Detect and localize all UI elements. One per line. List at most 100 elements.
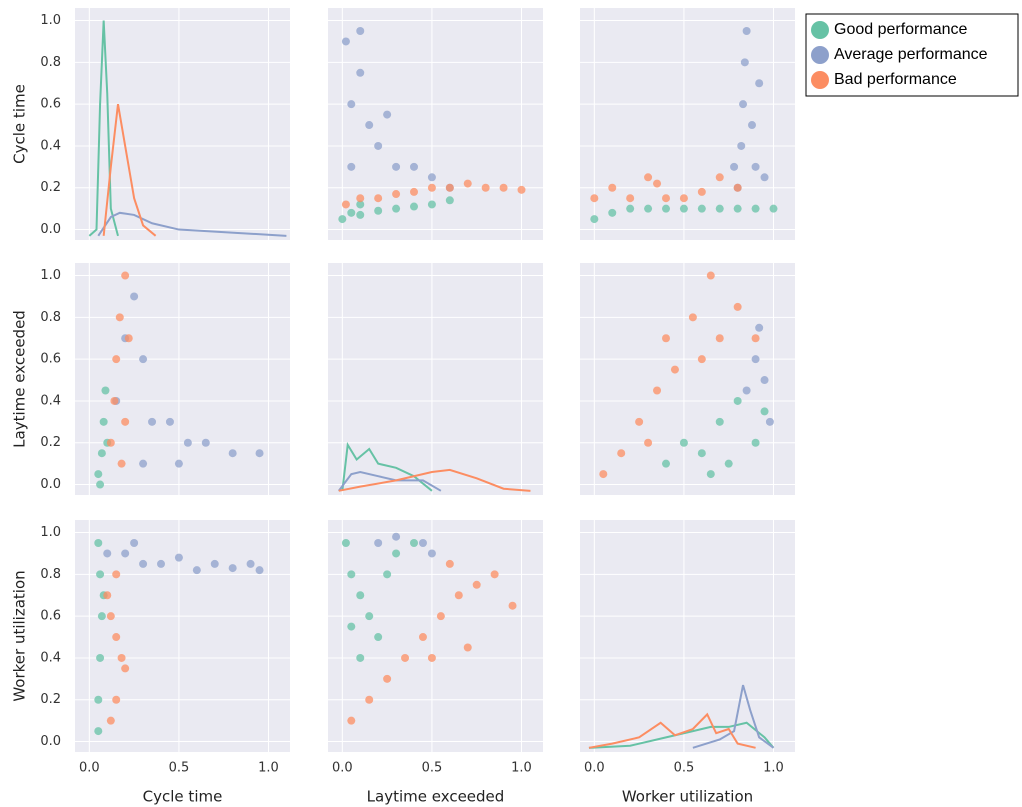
scatter-point xyxy=(401,653,410,662)
scatter-point xyxy=(103,591,112,600)
scatter-point xyxy=(742,26,751,35)
panel-background xyxy=(580,520,795,752)
scatter-point xyxy=(374,538,383,547)
scatter-point xyxy=(427,183,436,192)
scatter-point xyxy=(347,100,356,109)
scatter-point xyxy=(670,365,679,374)
scatter-point xyxy=(365,695,374,704)
scatter-point xyxy=(112,355,121,364)
scatter-point xyxy=(463,643,472,652)
scatter-point xyxy=(724,459,733,468)
x-tick-label: 0.5 xyxy=(422,761,443,776)
scatter-point xyxy=(644,173,653,182)
scatter-point xyxy=(121,549,130,558)
scatter-point xyxy=(121,664,130,673)
scatter-point xyxy=(106,716,115,725)
scatter-point xyxy=(347,162,356,171)
scatter-point xyxy=(760,407,769,416)
scatter-point xyxy=(508,601,517,610)
x-axis-label: Cycle time xyxy=(143,788,223,806)
scatter-point xyxy=(110,396,119,405)
scatter-point xyxy=(755,323,764,332)
scatter-point xyxy=(608,208,617,217)
scatter-point xyxy=(445,183,454,192)
y-tick-label: 0.2 xyxy=(40,435,61,450)
scatter-point xyxy=(653,386,662,395)
scatter-point xyxy=(356,68,365,77)
scatter-point xyxy=(679,194,688,203)
kde-curve xyxy=(88,20,119,237)
scatter-point xyxy=(697,204,706,213)
scatter-point xyxy=(383,570,392,579)
scatter-point xyxy=(410,162,418,171)
kde-curve xyxy=(692,684,775,749)
scatter-point xyxy=(130,292,139,301)
y-tick-label: 1.0 xyxy=(40,13,61,28)
scatter-point xyxy=(117,459,126,468)
legend-marker xyxy=(811,46,829,64)
scatter-point xyxy=(192,566,201,575)
scatter-point xyxy=(769,204,778,213)
scatter-point xyxy=(201,438,210,447)
panel-background xyxy=(580,263,795,495)
scatter-point xyxy=(662,334,670,343)
legend-label: Average performance xyxy=(834,46,988,63)
x-tick-label: 1.0 xyxy=(511,761,532,776)
scatter-point xyxy=(644,438,653,447)
legend-marker xyxy=(811,71,829,89)
scatter-point xyxy=(347,622,356,631)
y-tick-label: 0.6 xyxy=(40,609,61,624)
scatter-point xyxy=(688,313,697,322)
scatter-point xyxy=(392,162,401,171)
scatter-point xyxy=(454,591,463,600)
legend: Good performance Average performance Bad p… xyxy=(805,13,1019,97)
scatter-point xyxy=(653,179,662,188)
scatter-point xyxy=(148,417,157,426)
x-tick-label: 1.0 xyxy=(258,761,279,776)
scatter-point xyxy=(255,566,264,575)
scatter-point xyxy=(392,532,401,541)
scatter-point xyxy=(679,438,688,447)
scatter-point xyxy=(733,302,742,311)
scatter-point xyxy=(96,653,105,662)
scatter-point xyxy=(365,612,374,621)
scatter-point xyxy=(590,194,599,203)
scatter-point xyxy=(679,204,688,213)
y-tick-label: 1.0 xyxy=(40,525,61,540)
y-tick-label: 0.4 xyxy=(40,138,61,153)
scatter-point xyxy=(228,449,237,458)
scatter-point xyxy=(97,612,106,621)
scatter-point xyxy=(374,206,383,215)
legend-label: Good performance xyxy=(834,21,968,38)
scatter-point xyxy=(97,449,106,458)
panel-background xyxy=(75,263,290,495)
y-tick-label: 1.0 xyxy=(40,268,61,283)
scatter-point xyxy=(374,633,383,642)
scatter-point xyxy=(255,449,264,458)
scatter-point xyxy=(392,549,401,558)
scatter-point xyxy=(463,179,472,188)
scatter-point xyxy=(338,215,347,224)
scatter-point xyxy=(383,674,392,683)
scatter-point xyxy=(106,612,115,621)
scatter-point xyxy=(472,580,481,589)
scatter-point xyxy=(635,417,644,426)
scatter-point xyxy=(751,334,760,343)
scatter-point xyxy=(715,417,724,426)
scatter-point xyxy=(341,37,350,46)
scatter-point xyxy=(765,417,774,426)
panel-background xyxy=(328,8,543,240)
x-tick-label: 0.0 xyxy=(584,761,605,776)
scatter-point xyxy=(183,438,192,447)
scatter-point xyxy=(740,58,749,67)
scatter-point xyxy=(374,194,383,203)
x-tick-label: 0.5 xyxy=(674,761,695,776)
y-axis-label: Laytime exceeded xyxy=(11,310,29,448)
scatter-point xyxy=(94,538,103,547)
scatter-point xyxy=(490,570,499,579)
y-axis-label: Worker utilization xyxy=(11,570,29,701)
scatter-point xyxy=(356,591,365,600)
scatter-point xyxy=(751,204,760,213)
scatter-point xyxy=(101,386,110,395)
